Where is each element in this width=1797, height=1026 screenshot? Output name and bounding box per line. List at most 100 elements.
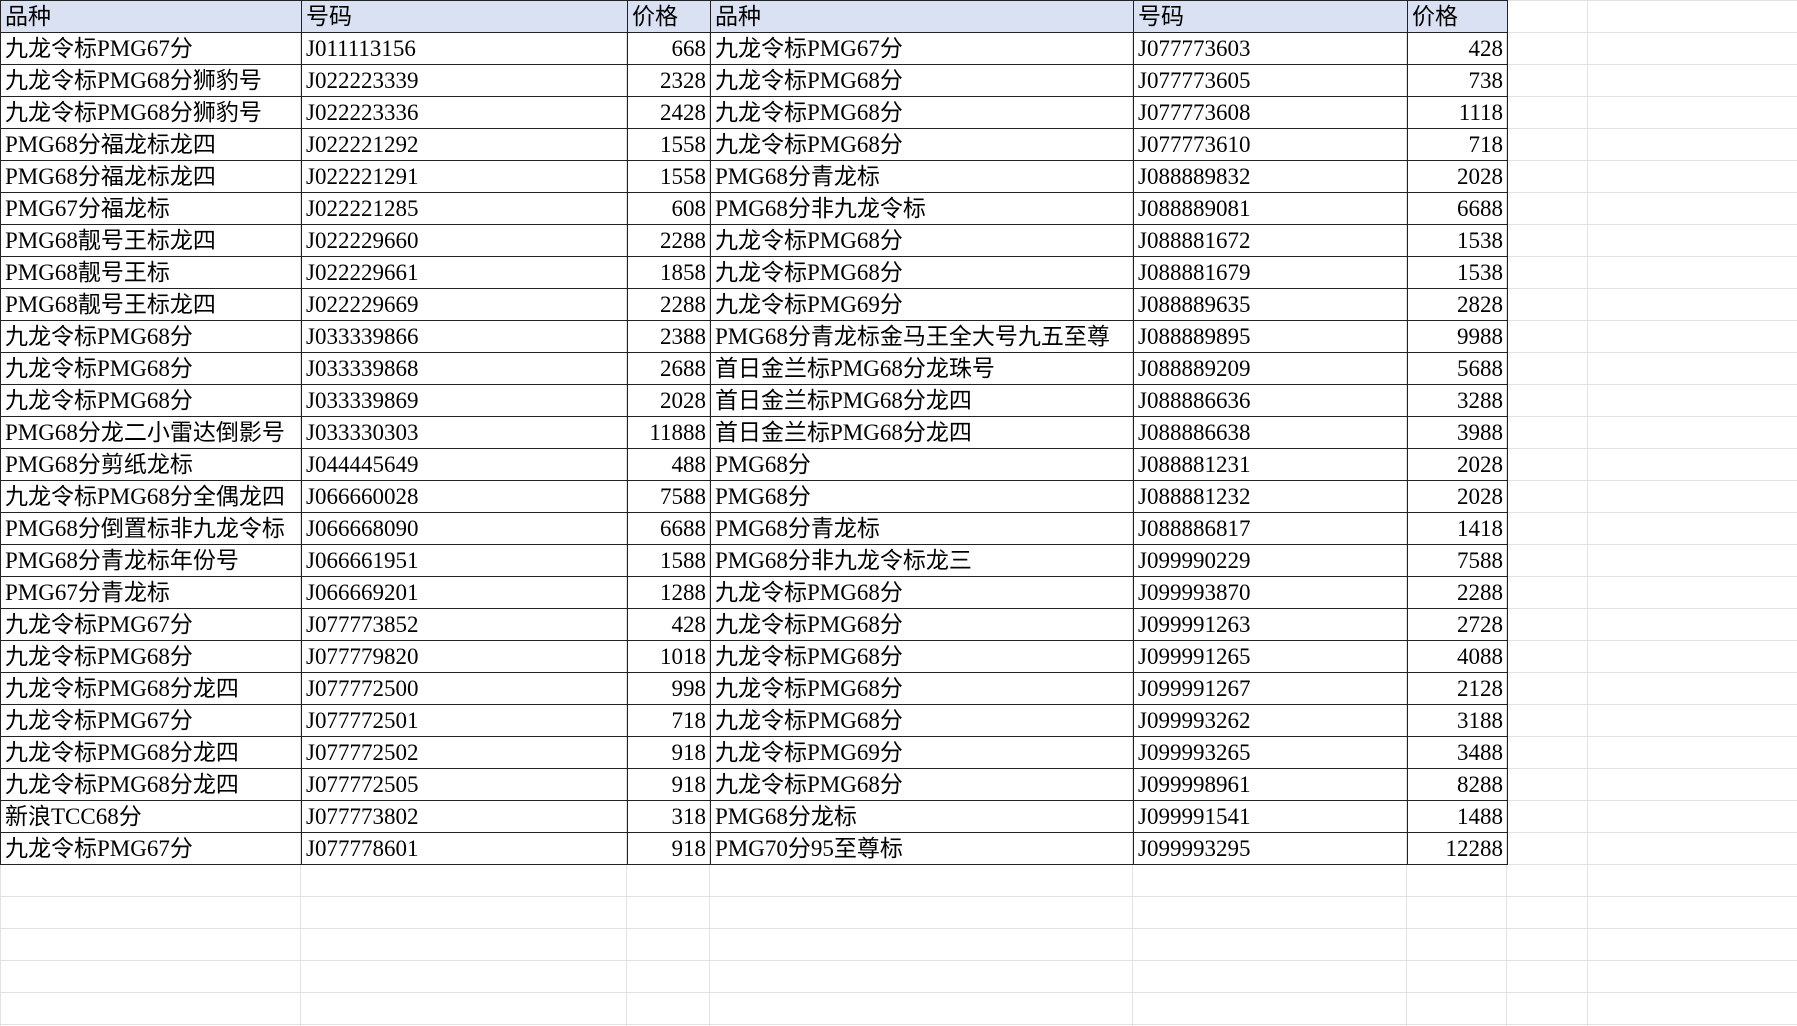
cell-number[interactable]: J077773605 (1133, 64, 1408, 97)
cell-variety[interactable]: 九龙令标PMG68分 (0, 352, 302, 385)
cell-variety[interactable]: PMG68靓号王标 (0, 256, 302, 289)
cell-number[interactable]: J033330303 (301, 416, 628, 449)
cell-number[interactable]: J077773610 (1133, 128, 1408, 161)
cell-price[interactable]: 1018 (627, 640, 711, 673)
cell-variety[interactable]: 九龙令标PMG68分 (0, 384, 302, 417)
column-header-price[interactable]: 价格 (627, 0, 711, 33)
cell-number[interactable]: J088889832 (1133, 160, 1408, 193)
cell-price[interactable]: 2288 (627, 288, 711, 321)
cell-variety[interactable]: 九龙令标PMG69分 (710, 288, 1134, 321)
cell-price[interactable]: 4088 (1407, 640, 1508, 673)
cell-variety[interactable]: 九龙令标PMG68分 (710, 224, 1134, 257)
cell-price[interactable]: 12288 (1407, 832, 1508, 865)
cell-price[interactable]: 2028 (627, 384, 711, 417)
cell-number[interactable]: J099991541 (1133, 800, 1408, 833)
cell-number[interactable]: J088889635 (1133, 288, 1408, 321)
cell-price[interactable]: 2328 (627, 64, 711, 97)
cell-variety[interactable]: 首日金兰标PMG68分龙四 (710, 416, 1134, 449)
cell-number[interactable]: J077772502 (301, 736, 628, 769)
cell-number[interactable]: J099998961 (1133, 768, 1408, 801)
cell-number[interactable]: J044445649 (301, 448, 628, 481)
cell-price[interactable]: 608 (627, 192, 711, 225)
cell-variety[interactable]: 首日金兰标PMG68分龙四 (710, 384, 1134, 417)
cell-price[interactable]: 2128 (1407, 672, 1508, 705)
cell-number[interactable]: J088881232 (1133, 480, 1408, 513)
cell-number[interactable]: J088881679 (1133, 256, 1408, 289)
cell-price[interactable]: 718 (627, 704, 711, 737)
cell-number[interactable]: J077773608 (1133, 96, 1408, 129)
cell-number[interactable]: J099991265 (1133, 640, 1408, 673)
cell-number[interactable]: J088881672 (1133, 224, 1408, 257)
cell-variety[interactable]: 九龙令标PMG68分狮豹号 (0, 96, 302, 129)
cell-price[interactable]: 1288 (627, 576, 711, 609)
cell-price[interactable]: 1538 (1407, 256, 1508, 289)
cell-number[interactable]: J099993265 (1133, 736, 1408, 769)
cell-variety[interactable]: 九龙令标PMG68分龙四 (0, 736, 302, 769)
cell-number[interactable]: J077772500 (301, 672, 628, 705)
cell-price[interactable]: 488 (627, 448, 711, 481)
cell-variety[interactable]: 九龙令标PMG68分 (710, 64, 1134, 97)
cell-number[interactable]: J099993870 (1133, 576, 1408, 609)
cell-number[interactable]: J066669201 (301, 576, 628, 609)
cell-variety[interactable]: PMG68分福龙标龙四 (0, 160, 302, 193)
cell-number[interactable]: J077779820 (301, 640, 628, 673)
cell-number[interactable]: J099993295 (1133, 832, 1408, 865)
cell-number[interactable]: J099993262 (1133, 704, 1408, 737)
cell-variety[interactable]: 九龙令标PMG68分 (710, 256, 1134, 289)
cell-price[interactable]: 1558 (627, 160, 711, 193)
cell-price[interactable]: 2688 (627, 352, 711, 385)
cell-price[interactable]: 2028 (1407, 160, 1508, 193)
cell-variety[interactable]: PMG68分龙二小雷达倒影号 (0, 416, 302, 449)
cell-price[interactable]: 3988 (1407, 416, 1508, 449)
cell-variety[interactable]: 九龙令标PMG67分 (0, 832, 302, 865)
cell-price[interactable]: 918 (627, 736, 711, 769)
cell-price[interactable]: 3188 (1407, 704, 1508, 737)
cell-variety[interactable]: PMG68分倒置标非九龙令标 (0, 512, 302, 545)
cell-variety[interactable]: 九龙令标PMG68分 (710, 608, 1134, 641)
cell-variety[interactable]: 九龙令标PMG67分 (0, 704, 302, 737)
cell-variety[interactable]: PMG68分剪纸龙标 (0, 448, 302, 481)
cell-variety[interactable]: PMG68靓号王标龙四 (0, 288, 302, 321)
cell-variety[interactable]: 九龙令标PMG67分 (0, 608, 302, 641)
cell-price[interactable]: 428 (1407, 32, 1508, 65)
cell-variety[interactable]: 九龙令标PMG68分 (710, 640, 1134, 673)
cell-variety[interactable]: PMG67分青龙标 (0, 576, 302, 609)
cell-variety[interactable]: 九龙令标PMG68分 (0, 320, 302, 353)
cell-number[interactable]: J066661951 (301, 544, 628, 577)
cell-price[interactable]: 2028 (1407, 448, 1508, 481)
cell-variety[interactable]: 九龙令标PMG68分 (710, 704, 1134, 737)
cell-variety[interactable]: PMG68分非九龙令标龙三 (710, 544, 1134, 577)
cell-number[interactable]: J022221292 (301, 128, 628, 161)
cell-number[interactable]: J022229669 (301, 288, 628, 321)
cell-price[interactable]: 998 (627, 672, 711, 705)
cell-number[interactable]: J011113156 (301, 32, 628, 65)
cell-price[interactable]: 8288 (1407, 768, 1508, 801)
column-header-variety[interactable]: 品种 (710, 0, 1134, 33)
cell-number[interactable]: J022223339 (301, 64, 628, 97)
cell-price[interactable]: 11888 (627, 416, 711, 449)
cell-number[interactable]: J088889209 (1133, 352, 1408, 385)
cell-number[interactable]: J033339866 (301, 320, 628, 353)
cell-price[interactable]: 1488 (1407, 800, 1508, 833)
cell-price[interactable]: 1588 (627, 544, 711, 577)
cell-variety[interactable]: 九龙令标PMG68分全偶龙四 (0, 480, 302, 513)
cell-variety[interactable]: 九龙令标PMG68分龙四 (0, 672, 302, 705)
cell-price[interactable]: 918 (627, 768, 711, 801)
cell-variety[interactable]: PMG68分福龙标龙四 (0, 128, 302, 161)
cell-number[interactable]: J022223336 (301, 96, 628, 129)
cell-price[interactable]: 2728 (1407, 608, 1508, 641)
cell-variety[interactable]: 九龙令标PMG67分 (710, 32, 1134, 65)
cell-price[interactable]: 2288 (1407, 576, 1508, 609)
cell-price[interactable]: 2388 (627, 320, 711, 353)
cell-number[interactable]: J022229661 (301, 256, 628, 289)
cell-price[interactable]: 428 (627, 608, 711, 641)
cell-variety[interactable]: PMG68分 (710, 480, 1134, 513)
cell-price[interactable]: 2828 (1407, 288, 1508, 321)
cell-number[interactable]: J099990229 (1133, 544, 1408, 577)
cell-number[interactable]: J066660028 (301, 480, 628, 513)
cell-variety[interactable]: PMG67分福龙标 (0, 192, 302, 225)
cell-price[interactable]: 9988 (1407, 320, 1508, 353)
cell-number[interactable]: J077773802 (301, 800, 628, 833)
cell-price[interactable]: 1538 (1407, 224, 1508, 257)
cell-price[interactable]: 6688 (627, 512, 711, 545)
